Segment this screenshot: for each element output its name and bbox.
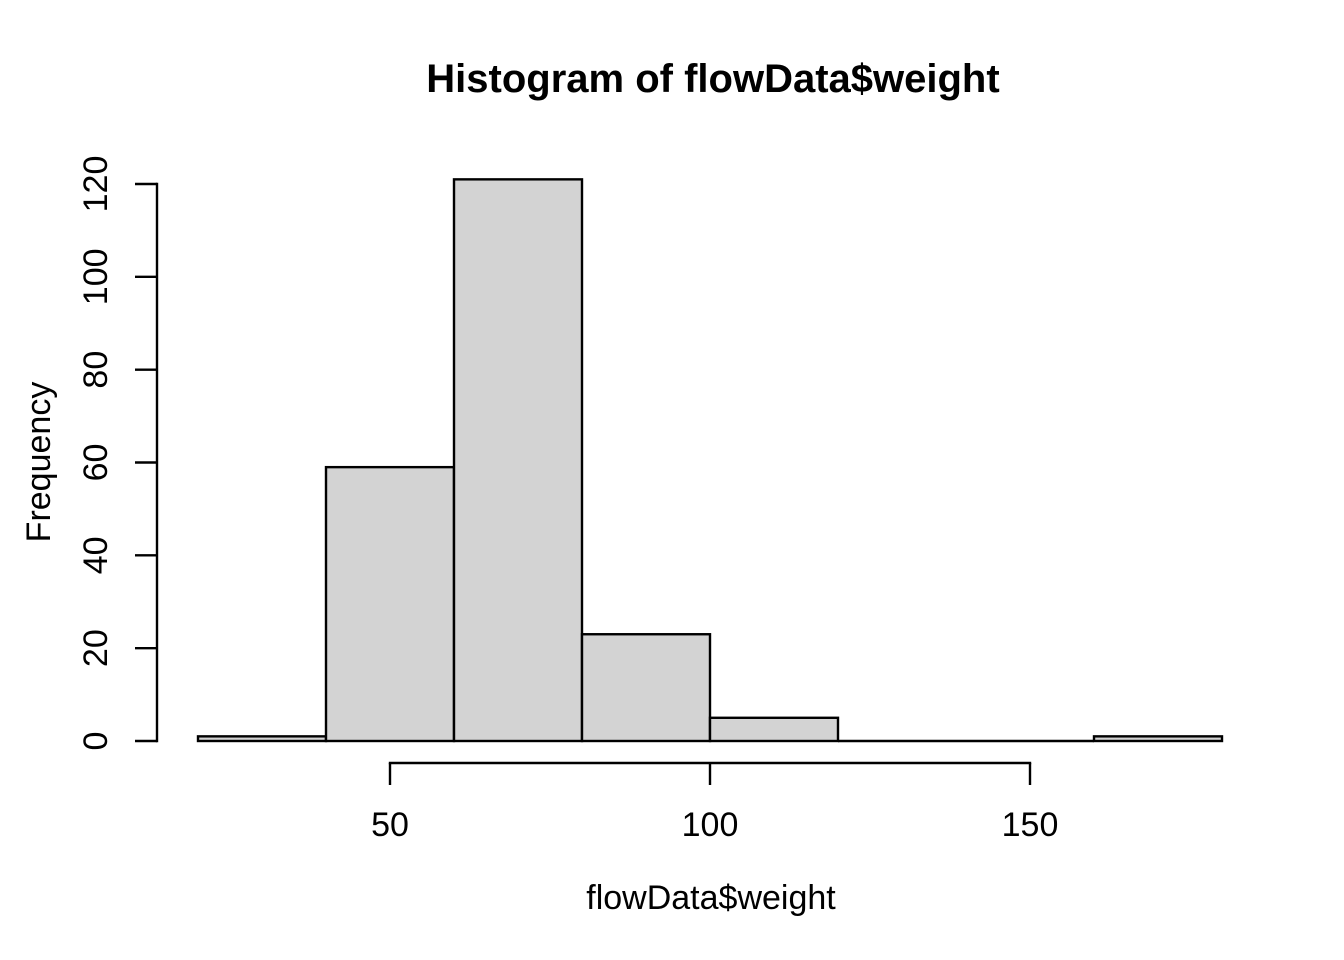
y-tick-label: 100: [77, 248, 115, 305]
bars-group: [196, 178, 1224, 743]
y-axis-label: Frequency: [20, 382, 58, 543]
x-tick-label: 150: [1002, 806, 1059, 844]
histogram-bar: [324, 465, 456, 743]
histogram-bar: [1092, 735, 1224, 743]
y-axis: 0 20 40 60 80 100 120: [77, 156, 159, 751]
histogram-bar: [452, 178, 584, 743]
x-axis: 50 100 150: [371, 761, 1059, 844]
x-tick-label: 100: [682, 806, 739, 844]
x-axis-label: flowData$weight: [586, 879, 836, 917]
chart-title: Histogram of flowData$weight: [426, 57, 999, 101]
y-tick-label: 40: [77, 536, 115, 574]
y-tick-label: 20: [77, 629, 115, 667]
x-tick-label: 50: [371, 806, 409, 844]
y-tick-label: 120: [77, 156, 115, 213]
y-tick-label: 80: [77, 351, 115, 389]
histogram-bar: [580, 633, 712, 743]
histogram-bar: [708, 716, 840, 743]
y-tick-label: 0: [77, 732, 115, 751]
y-tick-label: 60: [77, 444, 115, 482]
histogram-bar: [196, 735, 328, 743]
